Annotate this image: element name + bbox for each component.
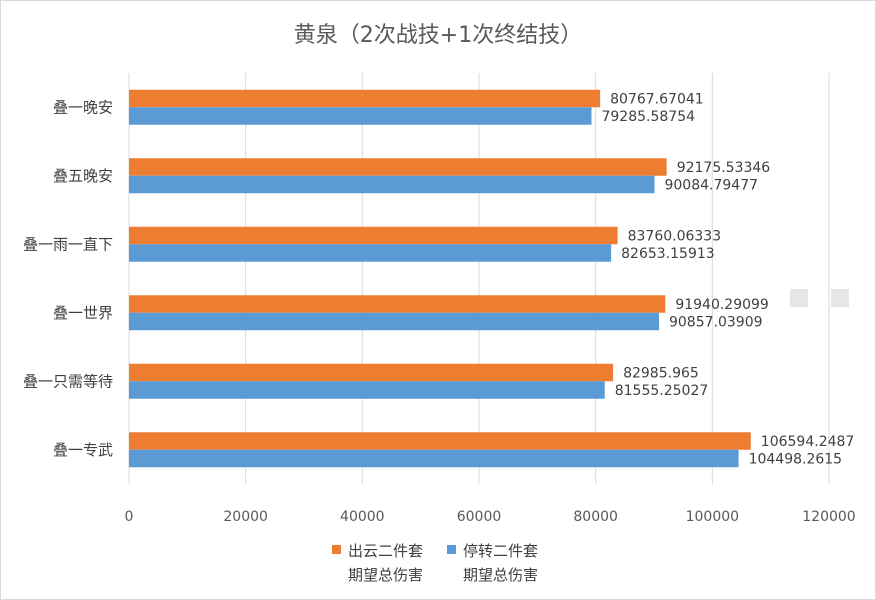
data-label: 81555.25027: [615, 383, 709, 399]
category-label: 叠一专武: [53, 441, 113, 459]
data-label: 91940.29099: [675, 297, 769, 313]
category-label: 叠一只需等待: [23, 372, 113, 390]
legend-label: 期望总伤害: [348, 566, 423, 584]
legend-label: 停转二件套: [463, 542, 538, 560]
legend-swatch: [332, 545, 341, 554]
x-tick-label: 40000: [340, 509, 385, 525]
bars: [129, 89, 751, 468]
category-label: 叠五晚安: [53, 167, 113, 185]
x-tick-label: 20000: [223, 509, 268, 525]
bar-tingzhuan: [129, 175, 655, 194]
legend-label: 出云二件套: [348, 542, 423, 560]
category-label: 叠一世界: [53, 304, 113, 322]
x-tick-label: 80000: [573, 509, 618, 525]
gridlines: [128, 73, 830, 484]
bar-chuyun: [129, 295, 666, 313]
x-tick-label: 120000: [802, 509, 855, 525]
chart-title: 黄泉（2次战技+1次终结技）: [294, 23, 582, 48]
bar-chuyun: [129, 363, 614, 382]
bar-chuyun: [129, 89, 601, 108]
bar-tingzhuan: [129, 107, 592, 125]
bar-tingzhuan: [129, 244, 612, 262]
data-label: 79285.58754: [601, 109, 695, 125]
data-label: 104498.2615: [749, 452, 843, 468]
bar-chuyun: [129, 432, 751, 450]
blur-artifact: [790, 289, 849, 307]
x-tick-label: 0: [125, 509, 134, 525]
bar-tingzhuan: [129, 312, 659, 331]
data-label: 106594.2487: [761, 434, 855, 450]
legend-swatch: [447, 545, 456, 554]
x-tick-labels: 0 20000 40000 60000 80000 100000 120000: [125, 509, 856, 525]
bar-chuyun: [129, 158, 667, 176]
legend-label: 期望总伤害: [463, 566, 538, 584]
x-tick-label: 60000: [457, 509, 502, 525]
data-label: 82653.15913: [621, 246, 715, 262]
data-label: 90857.03909: [669, 315, 763, 331]
data-label: 90084.79477: [664, 178, 758, 194]
data-label: 92175.53346: [677, 160, 771, 176]
x-tick-label: 100000: [686, 509, 739, 525]
bar-tingzhuan: [129, 381, 605, 399]
data-label: 80767.67041: [610, 92, 704, 108]
data-label: 83760.06333: [628, 229, 722, 245]
data-label: 82985.965: [623, 366, 699, 382]
category-label: 叠一晚安: [53, 98, 113, 116]
bar-chuyun: [129, 226, 618, 245]
category-label: 叠一雨一直下: [23, 235, 113, 253]
bar-tingzhuan: [129, 449, 739, 468]
